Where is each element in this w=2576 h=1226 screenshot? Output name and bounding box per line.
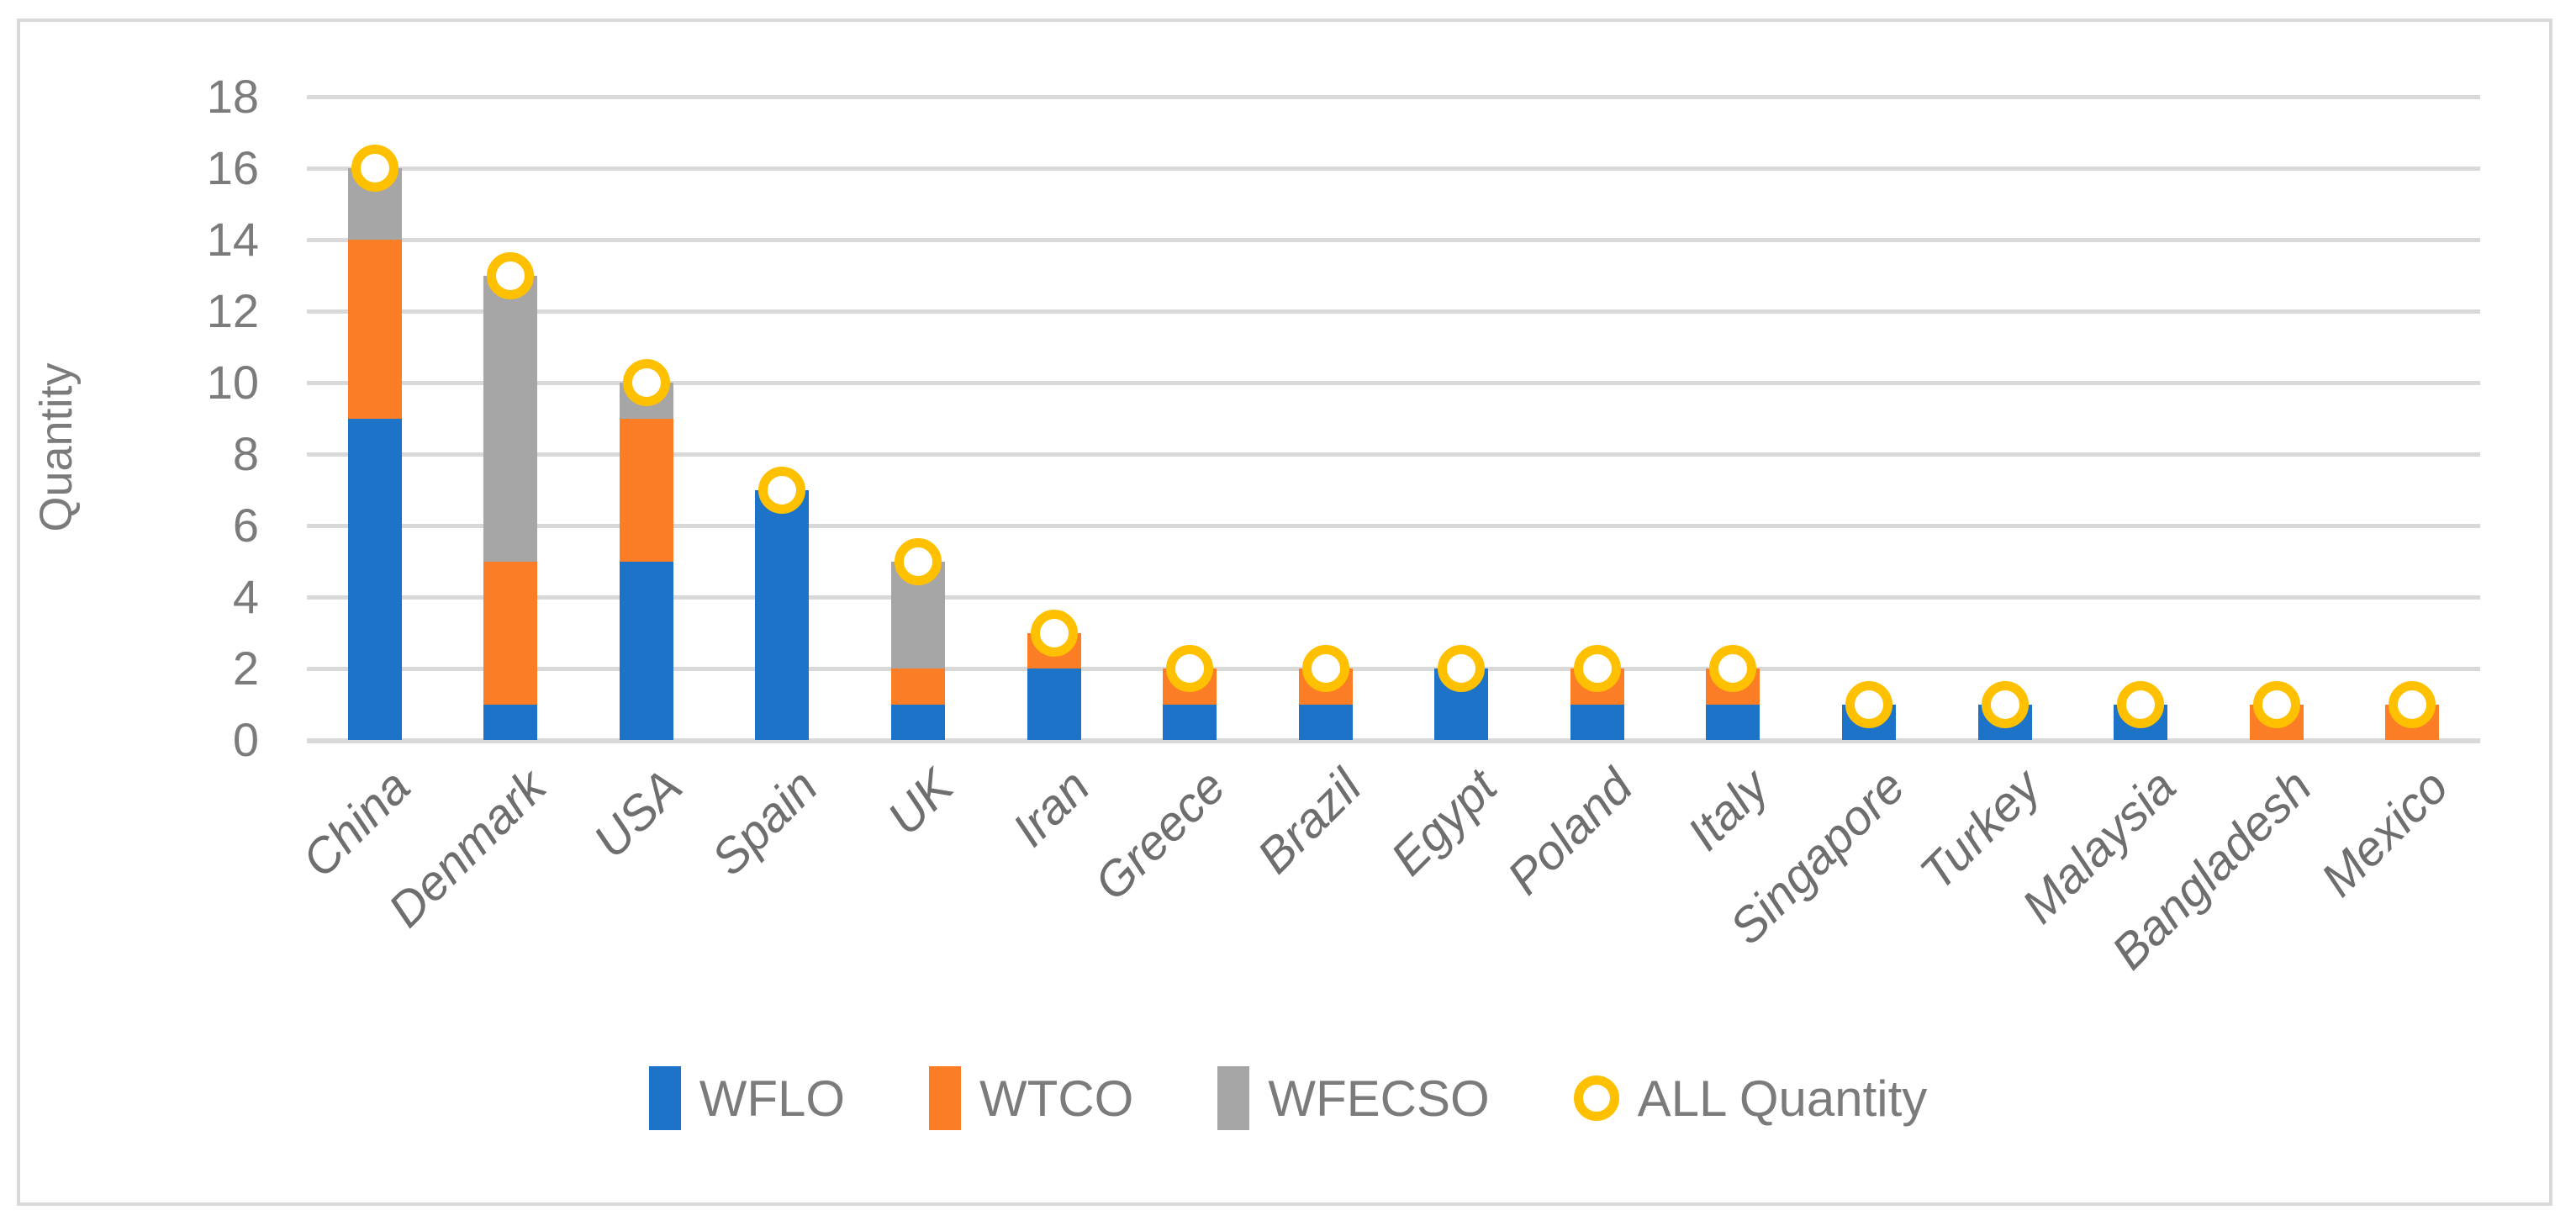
all-quantity-marker-poland <box>1573 645 1621 692</box>
y-tick-label: 14 <box>206 213 259 266</box>
bar-segment-wtco-china <box>347 240 402 419</box>
gridline <box>307 94 2480 99</box>
bar-segment-wtco-denmark <box>483 561 538 705</box>
y-tick-label: 8 <box>232 427 259 480</box>
y-tick-label: 6 <box>232 499 259 552</box>
bar-segment-wflo-uk <box>891 704 946 740</box>
legend-label: ALL Quantity <box>1637 1070 1928 1127</box>
all-quantity-marker-china <box>351 145 399 192</box>
gridline <box>307 666 2480 671</box>
gridline <box>307 380 2480 385</box>
bar-segment-wflo-brazil <box>1298 704 1353 740</box>
bar-segment-wflo-spain <box>755 489 810 740</box>
x-axis-line <box>307 738 2480 743</box>
bar-segment-wflo-greece <box>1163 704 1217 740</box>
y-tick-label: 16 <box>206 141 259 194</box>
all-quantity-marker-spain <box>758 466 806 514</box>
bar-segment-wflo-iran <box>1027 668 1081 740</box>
all-quantity-marker-italy <box>1709 645 1757 692</box>
gridline <box>307 595 2480 600</box>
legend: WFLO WTCO WFECSO ALL Quantity <box>0 1066 2576 1130</box>
ring-marker-icon <box>1573 1075 1619 1121</box>
y-tick-label: 12 <box>206 284 259 337</box>
legend-label: WTCO <box>979 1070 1134 1127</box>
all-quantity-marker-greece <box>1166 645 1214 692</box>
legend-item-wflo: WFLO <box>648 1066 846 1130</box>
all-quantity-marker-malaysia <box>2117 680 2165 728</box>
y-tick-label: 0 <box>232 713 259 766</box>
gridline <box>307 523 2480 528</box>
legend-item-wtco: WTCO <box>929 1066 1133 1130</box>
wfecso-swatch-icon <box>1217 1066 1250 1130</box>
all-quantity-marker-usa <box>622 359 670 406</box>
y-tick-label: 4 <box>232 570 259 623</box>
wtco-swatch-icon <box>929 1066 962 1130</box>
all-quantity-marker-uk <box>895 537 942 585</box>
bar-segment-wflo-usa <box>619 561 673 740</box>
legend-item-wfecso: WFECSO <box>1217 1066 1490 1130</box>
chart-frame <box>17 18 2552 1206</box>
gridline <box>307 309 2480 314</box>
y-tick-label: 18 <box>206 70 259 123</box>
gridline <box>307 237 2480 242</box>
all-quantity-marker-denmark <box>487 251 535 299</box>
wflo-swatch-icon <box>648 1066 681 1130</box>
bar-segment-wflo-poland <box>1570 704 1624 740</box>
bar-segment-wflo-china <box>347 418 402 740</box>
plot-area <box>307 94 2480 743</box>
all-quantity-marker-brazil <box>1301 645 1349 692</box>
all-quantity-marker-bangladesh <box>2252 680 2300 728</box>
y-tick-label: 2 <box>232 642 259 695</box>
legend-label: WFECSO <box>1268 1070 1490 1127</box>
all-quantity-marker-egypt <box>1438 645 1486 692</box>
y-tick-label: 10 <box>206 356 259 409</box>
gridline <box>307 166 2480 171</box>
all-quantity-marker-turkey <box>1981 680 2029 728</box>
legend-label: WFLO <box>699 1070 846 1127</box>
bar-segment-wflo-italy <box>1706 704 1760 740</box>
all-quantity-marker-singapore <box>1845 680 1892 728</box>
all-quantity-marker-iran <box>1030 609 1078 657</box>
y-axis-title: Quantity <box>31 362 82 532</box>
bar-segment-wtco-uk <box>891 668 946 705</box>
bar-segment-wflo-denmark <box>483 704 538 740</box>
gridline <box>307 452 2480 457</box>
bar-segment-wtco-usa <box>619 418 673 562</box>
legend-item-all-quantity: ALL Quantity <box>1573 1070 1928 1128</box>
bar-segment-wfecso-denmark <box>483 275 538 562</box>
all-quantity-marker-mexico <box>2389 680 2436 728</box>
